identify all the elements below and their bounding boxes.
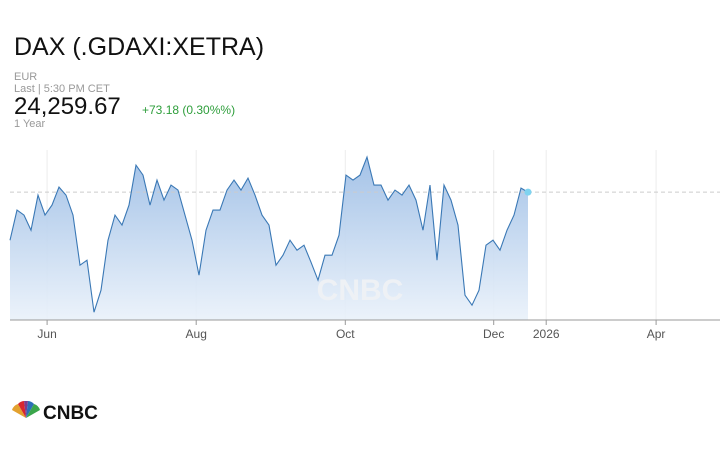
range: 1 Year	[14, 118, 46, 130]
change: +73.18 (0.30%%)	[142, 103, 235, 117]
x-tick-label: Apr	[647, 327, 666, 341]
area	[10, 157, 528, 320]
x-tick-label: Oct	[336, 327, 355, 341]
x-tick-label: Jun	[37, 327, 56, 341]
logo: CNBC	[43, 403, 98, 424]
chart-title: DAX (.GDAXI:XETRA)	[14, 33, 264, 61]
x-tick-label: Dec	[483, 327, 504, 341]
watermark: CNBC	[317, 274, 404, 307]
x-tick-label: Aug	[186, 327, 207, 341]
last-time: Last | 5:30 PM CET	[14, 83, 110, 95]
price: 24,259.67	[14, 93, 121, 120]
x-tick-label: 2026	[533, 327, 560, 341]
currency: EUR	[14, 71, 37, 83]
line	[9, 155, 529, 313]
last-point	[524, 188, 532, 196]
cnbc-peacock	[12, 401, 40, 418]
